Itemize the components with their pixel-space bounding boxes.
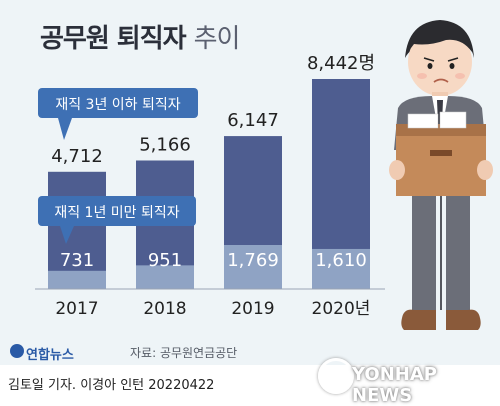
label-under1-2019: 1,769 [227,250,279,271]
yonhap-news-watermark: YONHAP NEWS [352,364,437,406]
footer [0,365,500,405]
tick-label-2017: 2017 [55,299,98,319]
tick-label-2018: 2018 [143,299,186,319]
bar-under1-2019 [224,244,282,289]
source-note: 자료: 공무원연금공단 [130,346,238,360]
yonhap-news-mark-icon [318,358,354,394]
bar-under1-2018 [136,265,194,289]
credit-line: 김토일 기자. 이경아 인턴 20220422 [8,378,215,393]
label-under1-2018: 951 [148,250,182,271]
label-total-2019: 6,147 [227,110,279,131]
chart-title: 공무원 퇴직자 추이 [40,18,241,55]
worker-illustration [389,20,493,330]
label-total-2020년: 8,442명 [307,53,375,74]
title-suffix: 추이 [193,24,241,54]
bar-under1-2020년 [312,248,370,289]
label-under1-2020년: 1,610 [315,250,367,271]
yonhap-logo-icon [10,344,24,358]
legend-1yr-text: 재직 1년 미만 퇴직자 [54,205,179,221]
logo-label: 연합뉴스 [26,348,74,363]
label-under1-2017: 731 [60,250,94,271]
bar-total-2017 [48,171,106,289]
bar-under1-2017 [48,270,106,289]
title-main: 공무원 퇴직자 [40,24,187,54]
callout-3yr: 재직 3년 이하 퇴직자 [38,88,198,140]
tick-label-2020년: 2020년 [312,299,371,319]
callout-1yr: 재직 1년 미만 퇴직자 [38,196,196,244]
legend-3yr-text: 재직 3년 이하 퇴직자 [55,97,180,113]
bar-chart: 4,712 731 2017 5,166 951 2018 6,147 1,769 2019 8,… [35,20,493,330]
label-total-2017: 4,712 [51,146,103,167]
tick-label-2019: 2019 [231,299,274,319]
label-total-2018: 5,166 [139,134,191,155]
